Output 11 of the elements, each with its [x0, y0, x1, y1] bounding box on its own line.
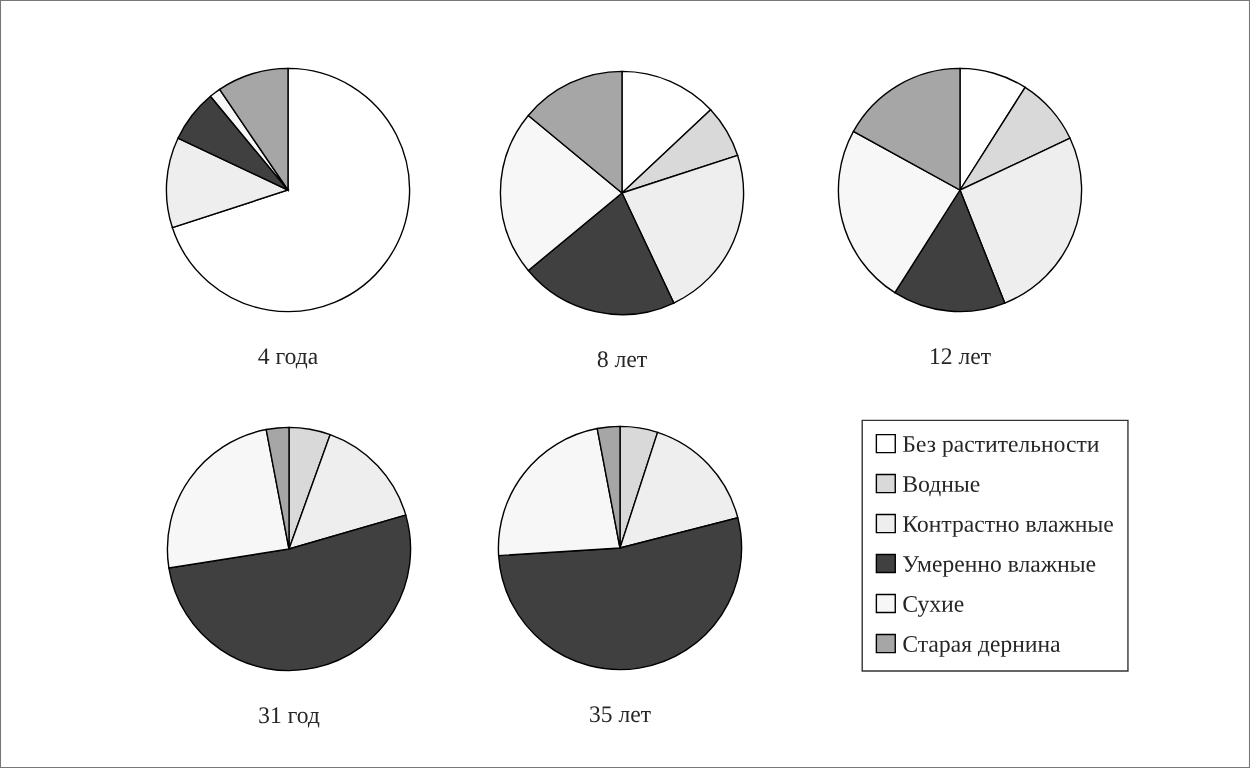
- legend-label: Без растительности: [903, 436, 1099, 457]
- text: 4 года: [258, 348, 318, 369]
- legend-label: Умеренно влажные: [903, 556, 1096, 577]
- text: 12 лет: [931, 348, 991, 365]
- legend-label: Контрастно влажные: [903, 516, 1113, 537]
- legend-label: Старая дернина: [903, 636, 1061, 657]
- text: 8 лет: [597, 351, 647, 368]
- legend-label: Сухие: [903, 596, 964, 617]
- legend-label: Водные: [903, 476, 980, 497]
- text: 31 год: [259, 707, 320, 728]
- text: 35 лет: [590, 706, 651, 723]
